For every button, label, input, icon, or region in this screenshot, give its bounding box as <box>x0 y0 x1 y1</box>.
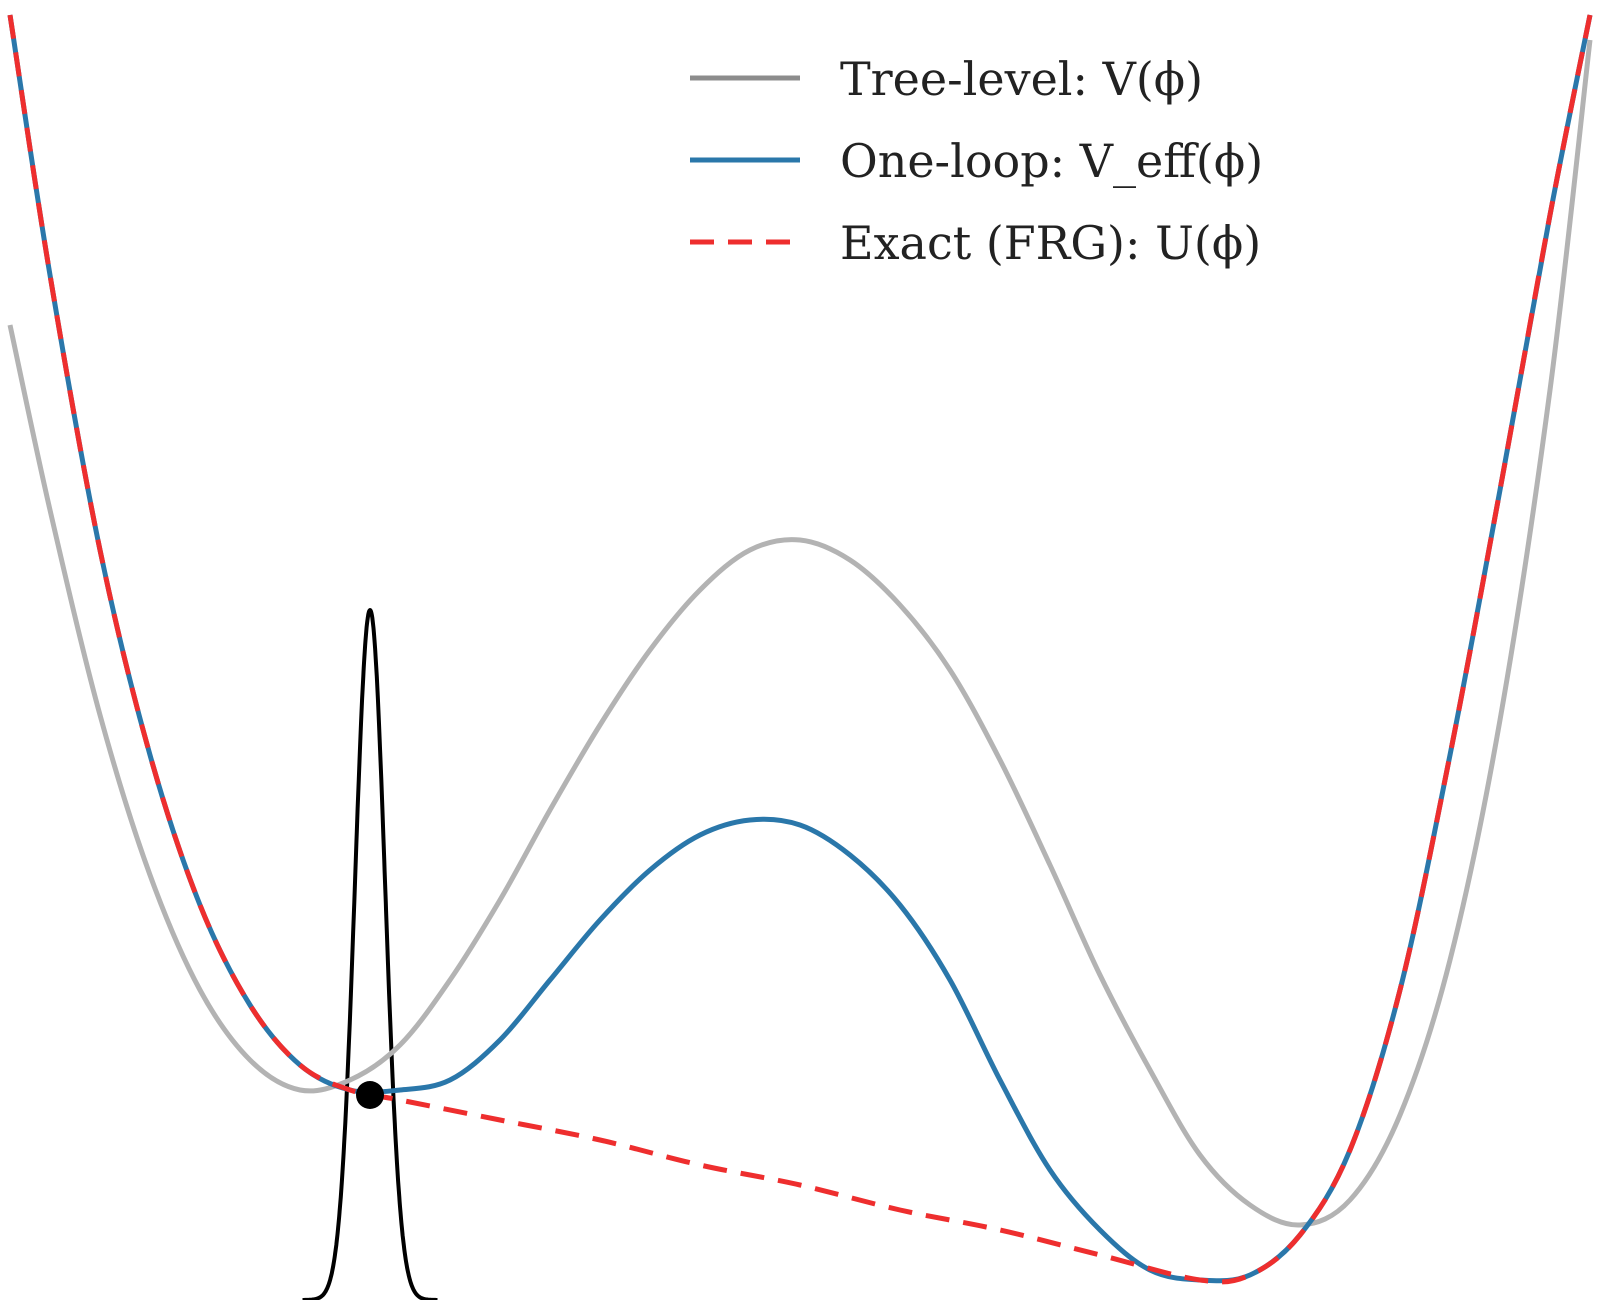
probability-distribution-peak <box>302 607 438 1300</box>
series-line-tree <box>7 39 1593 1228</box>
legend-label-tree: Tree-level: V(ϕ) <box>840 52 1203 106</box>
plot-area <box>7 14 1593 1300</box>
legend-label-oneloop: One-loop: V_eff(ϕ) <box>840 134 1263 188</box>
series-line-exact <box>7 14 1593 1285</box>
legend-label-exact: Exact (FRG): U(ϕ) <box>840 216 1261 270</box>
legend: Tree-level: V(ϕ) One-loop: V_eff(ϕ) Exac… <box>690 52 1263 270</box>
series-line-oneloop <box>7 14 1593 1284</box>
vacuum-point-marker <box>356 1081 384 1109</box>
